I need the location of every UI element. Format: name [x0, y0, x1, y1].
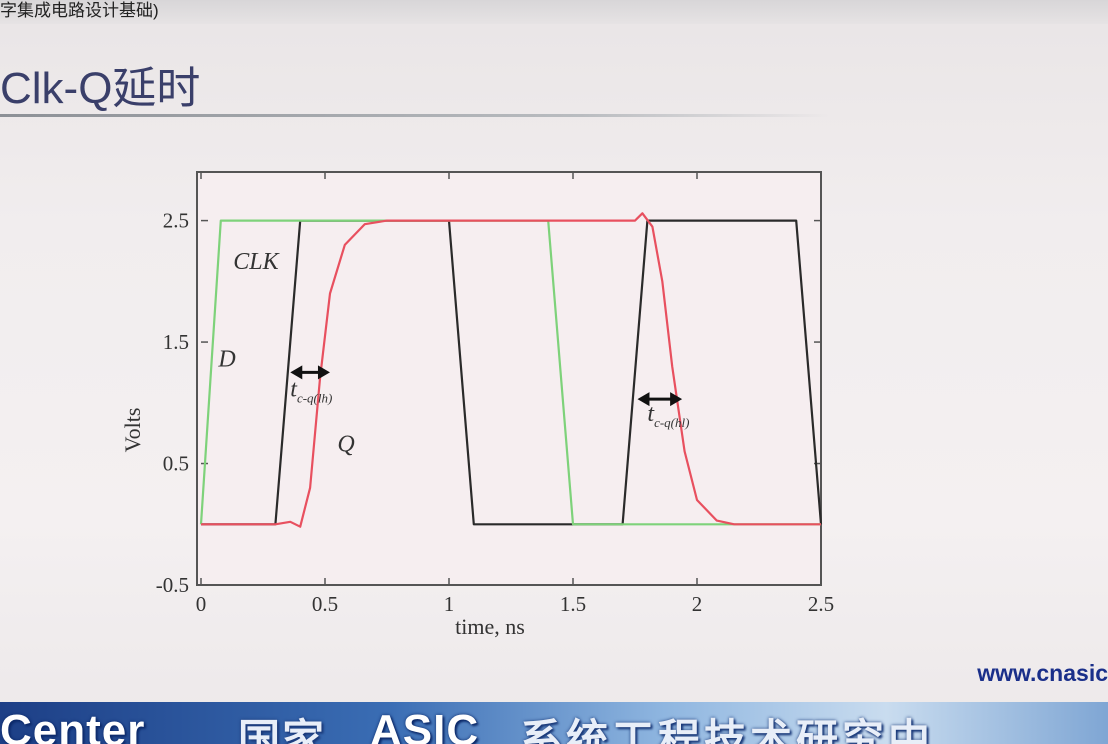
banner-national-word: 国家 — [238, 716, 327, 744]
x-axis-label: time, ns — [455, 614, 525, 639]
x-tick-label: 1.5 — [560, 592, 586, 616]
axis-ticks — [200, 172, 822, 586]
series-q-line — [201, 212, 821, 528]
x-tick-label: 1 — [444, 592, 455, 616]
x-tick-label: 0.5 — [312, 592, 338, 616]
tcq-hl-arrow-head-left — [637, 392, 650, 407]
y-tick-label: 0.5 — [163, 452, 189, 476]
course-caption: 字集成电路设计基础) — [0, 1, 159, 20]
y-tick-label: 1.5 — [163, 330, 189, 354]
delay-arrows — [290, 365, 683, 407]
series-lines — [199, 212, 823, 528]
series-clk-line — [201, 219, 823, 526]
x-tick-label: 2.5 — [808, 592, 834, 616]
curve-label: CLK — [233, 249, 280, 275]
website-url[interactable]: www.cnasic — [977, 660, 1108, 686]
curve-label: tc-q(hl) — [647, 401, 689, 430]
banner-asic-word: ASIC — [370, 706, 480, 744]
y-tick-label: -0.5 — [156, 573, 189, 597]
banner-center-word: Center — [0, 706, 146, 744]
axis-tick-labels: 0 0.5 1 1.5 2 2.5 -0.5 0.5 1.5 2.5 — [156, 209, 834, 616]
x-tick-label: 2 — [692, 592, 703, 616]
tcq-lh-arrow-head-left — [290, 365, 303, 380]
title-divider — [0, 114, 830, 117]
tcq-hl-arrow-head-right — [670, 392, 683, 407]
slide-title: Clk-Q延时 — [0, 64, 201, 113]
institution-banner: Center 国家 ASIC 系统工程技术研究中 — [0, 702, 1108, 744]
top-caption-bar — [0, 0, 1108, 24]
banner-institution-name: 系统工程技术研究中 — [520, 716, 935, 744]
tcq-lh-arrow-head-right — [317, 365, 330, 380]
curve-label: D — [217, 346, 235, 372]
curve-label: Q — [337, 431, 354, 457]
y-axis-label: Volts — [120, 408, 145, 453]
y-tick-label: 2.5 — [163, 209, 189, 233]
x-tick-label: 0 — [196, 592, 207, 616]
